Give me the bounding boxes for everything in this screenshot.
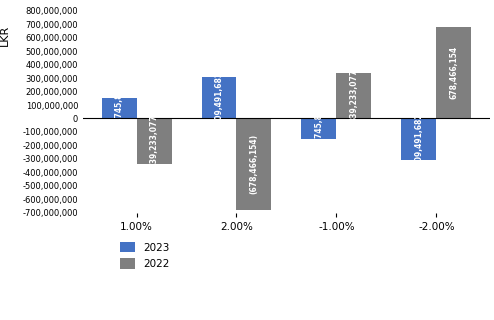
Text: (678,466,154): (678,466,154)	[249, 134, 258, 194]
Bar	[202, 77, 237, 118]
Y-axis label: LKR: LKR	[0, 25, 10, 46]
Text: (154,745,841): (154,745,841)	[315, 99, 324, 159]
Legend: 2023, 2022: 2023, 2022	[116, 238, 174, 273]
Bar	[436, 27, 471, 118]
Bar	[336, 73, 371, 118]
Bar	[301, 118, 336, 139]
Bar	[102, 98, 136, 118]
Text: 678,466,154: 678,466,154	[450, 46, 458, 100]
Text: (339,233,077): (339,233,077)	[150, 111, 159, 172]
Bar	[237, 118, 272, 210]
Text: 339,233,077: 339,233,077	[349, 69, 359, 122]
Text: 154,745,841: 154,745,841	[115, 82, 124, 135]
Bar	[402, 118, 436, 160]
Text: (309,491,682): (309,491,682)	[414, 109, 423, 169]
Bar	[136, 118, 171, 164]
Text: 309,491,682: 309,491,682	[214, 71, 223, 124]
